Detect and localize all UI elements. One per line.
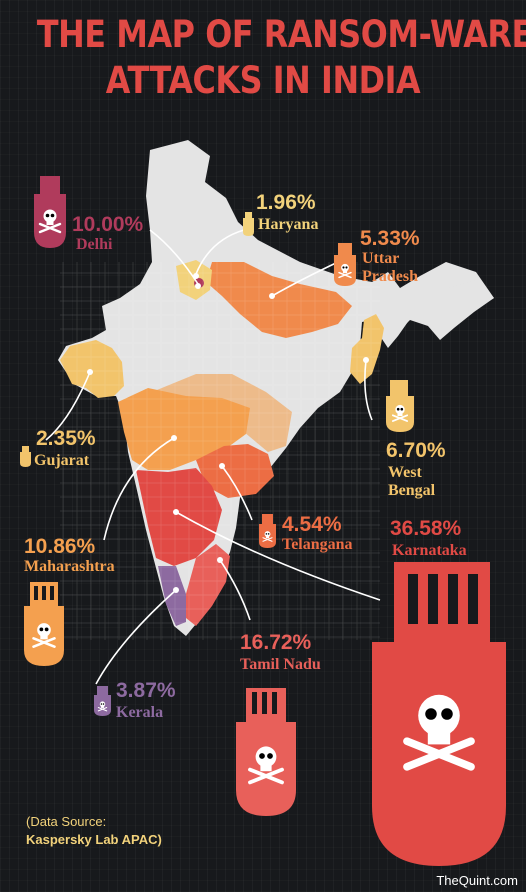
connector-haryana	[195, 229, 245, 275]
region-label-uttar-pradesh: Uttar Pradesh	[362, 250, 418, 285]
region-label-karnataka: Karnataka	[392, 542, 467, 559]
value-label-telangana: 4.54%	[282, 513, 342, 536]
usb-icon-haryana	[243, 212, 254, 236]
source-line-2: Kaspersky Lab APAC)	[26, 832, 162, 847]
connector-maharashtra	[103, 437, 175, 541]
usb-icon-west-bengal	[386, 380, 414, 432]
usb-icon-kerala	[94, 686, 111, 716]
connector-uttar-pradesh	[271, 261, 339, 297]
connector-west-bengal	[364, 359, 373, 421]
connector-telangana	[221, 465, 253, 521]
brand-watermark: TheQuint.com	[436, 873, 518, 888]
connector-lines	[45, 229, 381, 685]
usb-icon-karnataka	[372, 562, 506, 866]
value-label-kerala: 3.87%	[116, 679, 176, 702]
value-label-uttar-pradesh: 5.33%	[360, 227, 420, 250]
value-label-karnataka: 36.58%	[390, 517, 462, 540]
region-label-gujarat: Gujarat	[34, 452, 90, 469]
region-label-kerala: Kerala	[116, 704, 164, 721]
web-overlay	[60, 262, 380, 640]
usb-icon-telangana	[259, 514, 276, 548]
value-label-maharashtra: 10.86%	[24, 535, 96, 558]
value-label-west-bengal: 6.70%	[386, 439, 446, 462]
region-label-haryana: Haryana	[258, 216, 319, 233]
usb-icon-gujarat	[20, 446, 31, 467]
title-line-2: ATTACKS IN INDIA	[105, 59, 421, 102]
value-label-tamil-nadu: 16.72%	[240, 631, 312, 654]
title-line-1: THE MAP OF RANSOM-WARE	[36, 13, 526, 56]
usb-icon-delhi	[34, 176, 66, 248]
value-label-haryana: 1.96%	[256, 191, 316, 214]
usb-icon-uttar-pradesh	[334, 243, 356, 286]
region-label-tamil-nadu: Tamil Nadu	[240, 656, 321, 673]
region-label-west-bengal: West Bengal	[388, 464, 436, 499]
connector-kerala	[95, 589, 177, 685]
connector-gujarat	[45, 371, 91, 441]
page-title: THE MAP OF RANSOM-WARE ATTACKS IN INDIA	[36, 12, 526, 104]
value-label-gujarat: 2.35%	[36, 427, 96, 450]
usb-icon-tamil-nadu	[236, 688, 296, 816]
region-label-telangana: Telangana	[282, 536, 353, 553]
region-label-maharashtra: Maharashtra	[24, 558, 115, 575]
value-label-delhi: 10.00%	[72, 213, 144, 236]
region-label-delhi: Delhi	[76, 236, 113, 253]
northeast	[388, 280, 494, 340]
connector-karnataka	[175, 511, 381, 601]
connector-tamil-nadu	[219, 559, 251, 621]
source-line-1: (Data Source:	[26, 814, 107, 829]
usb-icon-maharashtra	[24, 582, 64, 666]
